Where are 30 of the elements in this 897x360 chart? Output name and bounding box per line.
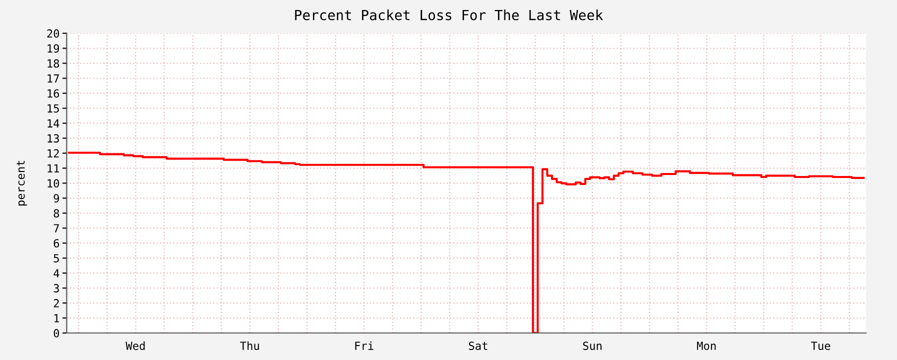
y-tick-label: 1 [54, 314, 59, 322]
y-tick-label: 6 [54, 239, 60, 248]
x-tick-label: Fri [355, 341, 374, 350]
y-tick-label: 16 [48, 89, 60, 98]
x-tick-label: Thu [240, 341, 259, 350]
y-tick-label: 5 [54, 254, 59, 262]
x-tick-label: Sat [468, 342, 488, 350]
y-tick-label: 18 [48, 59, 60, 68]
y-tick-label: 8 [54, 209, 60, 218]
x-tick-label: Wed [126, 341, 145, 350]
y-tick-label: 0 [54, 329, 60, 338]
y-tick-label: 7 [54, 224, 59, 232]
y-tick-label: 12 [48, 149, 59, 158]
x-tick-label: Tue [811, 342, 830, 350]
y-axis-title: percent [16, 160, 27, 206]
y-tick-label: 19 [48, 44, 59, 53]
y-tick-label: 13 [48, 134, 59, 143]
x-tick-label: Sun [583, 342, 602, 350]
y-tick-label: 9 [54, 194, 59, 203]
y-tick-label: 17 [48, 74, 59, 83]
y-tick-label: 4 [54, 269, 60, 278]
y-tick-label: 15 [48, 104, 59, 113]
y-tick-label: 3 [54, 284, 59, 292]
y-tick-label: 10 [48, 179, 60, 188]
y-tick-label: 11 [48, 164, 59, 172]
y-tick-label: 2 [54, 299, 59, 308]
y-tick-label: 20 [47, 29, 60, 38]
y-tick-label: 14 [48, 119, 60, 128]
x-tick-label: Mon [697, 342, 716, 350]
chart-title: Percent Packet Loss For The Last Week [295, 10, 603, 20]
